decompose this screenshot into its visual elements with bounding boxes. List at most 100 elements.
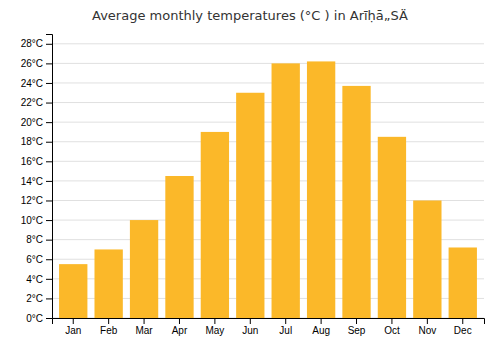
bar — [272, 63, 300, 318]
tick-label: Jun — [242, 325, 258, 336]
tick-label: 4°C — [26, 274, 43, 285]
y-tick: 22°C — [21, 97, 52, 108]
bar — [342, 86, 370, 318]
bar — [94, 249, 122, 318]
x-tick: Jun — [242, 318, 258, 336]
tick-mark — [356, 318, 357, 324]
y-tick: 4°C — [26, 274, 52, 285]
tick-mark — [46, 63, 52, 64]
grid-line — [52, 102, 484, 103]
bar — [201, 132, 229, 318]
y-tick: 28°C — [21, 38, 52, 49]
tick-label: 10°C — [21, 215, 43, 226]
y-tick: 12°C — [21, 195, 52, 206]
bar — [413, 200, 441, 318]
tick-label: 26°C — [21, 58, 43, 69]
y-tick: 0°C — [26, 313, 52, 324]
tick-label: 0°C — [26, 313, 43, 324]
axis-line — [46, 35, 53, 319]
tick-mark — [46, 240, 52, 241]
grid-line — [52, 141, 484, 142]
y-tick: 24°C — [21, 78, 52, 89]
tick-label: Jul — [279, 325, 292, 336]
x-tick: Aug — [312, 318, 330, 336]
y-tick: 14°C — [21, 176, 52, 187]
x-axis: Jan Feb Mar Apr May Jun Jul Aug Sep Oct Nov Dec — [53, 318, 485, 336]
x-tick: Jul — [279, 318, 292, 336]
tick-mark — [391, 318, 392, 324]
tick-label: Feb — [100, 325, 118, 336]
tick-label: 24°C — [21, 78, 43, 89]
bar — [449, 247, 477, 318]
y-tick: 16°C — [21, 156, 52, 167]
tick-label: Mar — [135, 325, 153, 336]
y-axis: 0°C 2°C 4°C 6°C 8°C 10°C 12°C 14°C 16°C 18°C 20°C 2… — [21, 35, 53, 324]
tick-label: 6°C — [26, 254, 43, 265]
grid-line — [52, 63, 484, 64]
tick-mark — [144, 318, 145, 324]
x-tick: Nov — [418, 318, 436, 336]
bar — [378, 137, 406, 318]
tick-mark — [46, 318, 52, 319]
x-tick: Oct — [384, 318, 400, 336]
grid-line — [52, 180, 484, 181]
tick-label: Apr — [172, 325, 188, 336]
tick-mark — [285, 318, 286, 324]
x-tick: Feb — [100, 318, 118, 336]
tick-mark — [46, 142, 52, 143]
tick-mark — [46, 103, 52, 104]
title: Average monthly temperatures (°C ) in Ar… — [92, 8, 408, 23]
bar — [59, 264, 87, 318]
grid-line — [52, 43, 484, 44]
y-tick: 20°C — [21, 117, 52, 128]
axis-line — [53, 319, 485, 325]
bar — [130, 220, 158, 318]
tick-label: Dec — [454, 325, 472, 336]
x-tick: Jan — [65, 318, 81, 336]
tick-mark — [73, 318, 74, 324]
tick-mark — [46, 83, 52, 84]
tick-mark — [46, 298, 52, 299]
tick-label: Jan — [65, 325, 81, 336]
tick-label: Nov — [418, 325, 436, 336]
tick-label: 12°C — [21, 195, 43, 206]
tick-label: 22°C — [21, 97, 43, 108]
tick-label: 18°C — [21, 136, 43, 147]
grid-line — [52, 161, 484, 162]
tick-label: 20°C — [21, 117, 43, 128]
tick-label: 16°C — [21, 156, 43, 167]
tick-label: 28°C — [21, 38, 43, 49]
tick-mark — [46, 259, 52, 260]
tick-mark — [46, 181, 52, 182]
y-tick: 2°C — [26, 293, 52, 304]
grid-line — [52, 82, 484, 83]
tick-mark — [46, 44, 52, 45]
tick-mark — [250, 318, 251, 324]
y-tick: 8°C — [26, 234, 52, 245]
grid — [52, 44, 484, 318]
tick-mark — [46, 200, 52, 201]
tick-label: 8°C — [26, 234, 43, 245]
x-tick: Sep — [348, 318, 366, 336]
x-tick: Mar — [135, 318, 153, 336]
tick-mark — [46, 122, 52, 123]
tick-label: 2°C — [26, 293, 43, 304]
tick-mark — [321, 318, 322, 324]
x-tick: Apr — [172, 318, 188, 336]
tick-label: Oct — [384, 325, 400, 336]
y-tick: 26°C — [21, 58, 52, 69]
tick-label: Sep — [348, 325, 366, 336]
tick-mark — [46, 279, 52, 280]
tick-mark — [214, 318, 215, 324]
chart: Average monthly temperatures (°C ) in Ar… — [0, 0, 500, 350]
tick-label: Aug — [312, 325, 330, 336]
tick-mark — [462, 318, 463, 324]
y-tick: 10°C — [21, 215, 52, 226]
x-tick: May — [205, 318, 224, 336]
plot: 0°C 2°C 4°C 6°C 8°C 10°C 12°C 14°C 16°C 18°C 20°C 2… — [21, 35, 485, 337]
y-tick: 18°C — [21, 136, 52, 147]
bar — [236, 93, 264, 318]
tick-mark — [179, 318, 180, 324]
x-tick: Dec — [454, 318, 472, 336]
tick-label: May — [205, 325, 224, 336]
